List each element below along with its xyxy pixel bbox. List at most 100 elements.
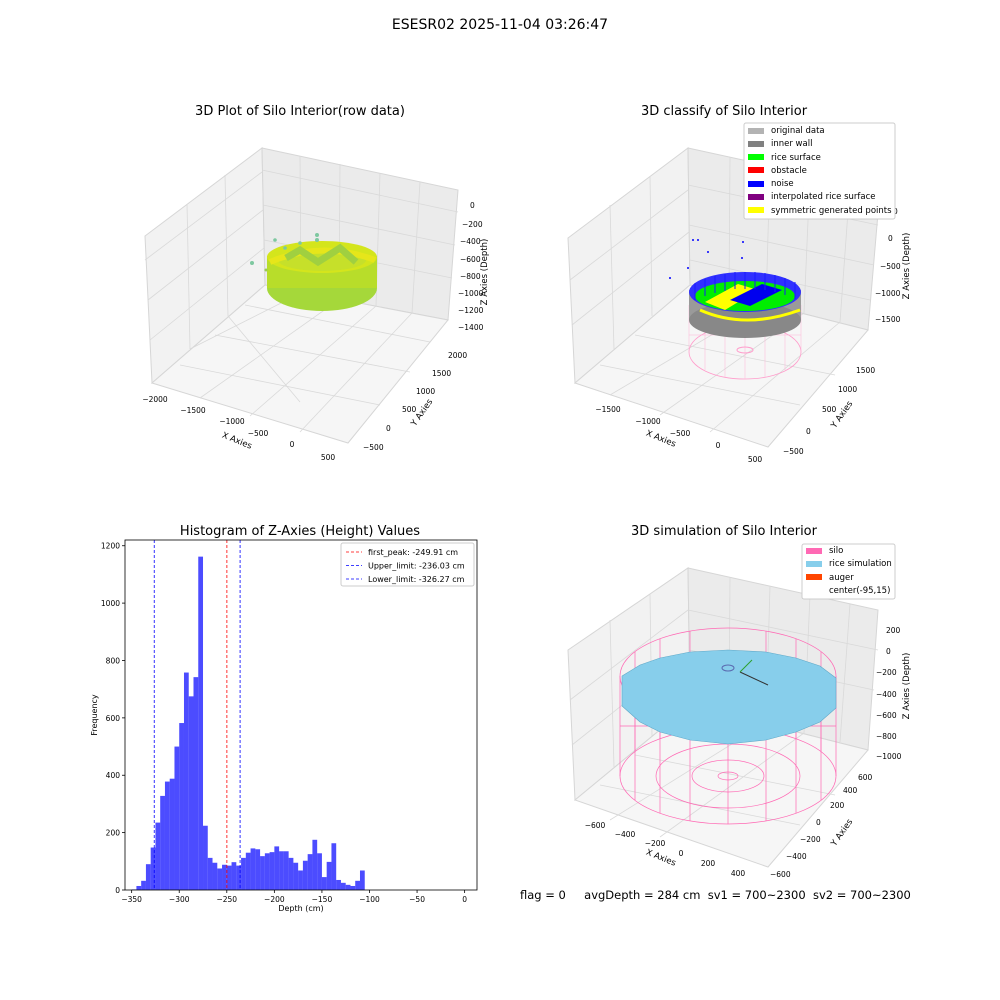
raw-xtick: −500 <box>248 429 269 438</box>
histogram-bar <box>274 846 280 890</box>
classify-legend-items: original data inner wall rice surface obsta… <box>748 125 892 218</box>
histogram-legend: first_peak: -249.91 cm Upper_limit: -236.… <box>340 542 475 587</box>
classify-legend-swatch <box>748 207 764 214</box>
histogram-bar <box>183 672 189 890</box>
raw-xtick: −2000 <box>142 395 168 404</box>
classify-plot-title: 3D classify of Silo Interior <box>640 104 808 119</box>
simulation-xtick: −600 <box>585 821 606 830</box>
histogram-bar <box>288 857 294 890</box>
histogram-bar <box>302 860 308 890</box>
histogram-bar <box>269 852 275 890</box>
histogram-bar <box>260 856 265 890</box>
histogram-bar <box>340 882 346 890</box>
histogram-bar <box>350 885 356 890</box>
simulation-legend-item: rice simulation <box>806 558 892 571</box>
histogram-xtick-label: −350 <box>121 895 142 904</box>
classify-ztick: −1000 <box>875 289 901 298</box>
status-flag: flag = 0 <box>520 888 566 902</box>
simulation-ztick: −600 <box>876 711 897 720</box>
histogram-ylabel: Frequency <box>90 694 99 736</box>
histogram-ytick-label: 1200 <box>101 542 120 551</box>
classify-ytick: 1000 <box>838 385 857 394</box>
histogram-ytick-label: 800 <box>106 656 121 665</box>
figure-title: ESESR02 2025-11-04 03:26:47 <box>391 17 609 33</box>
simulation-xtick: 200 <box>701 859 716 868</box>
classify-legend-swatch <box>748 167 764 174</box>
simulation-legend-swatch <box>806 587 822 594</box>
histogram-bar <box>141 880 146 890</box>
simulation-legend-label: silo <box>829 546 844 556</box>
classify-ytick: 500 <box>822 405 837 414</box>
simulation-legend-items: silo rice simulation auger center(-95,15) <box>806 545 892 598</box>
histogram-bar <box>321 877 327 890</box>
histogram-bar <box>150 847 156 890</box>
simulation-xtick: −200 <box>645 839 666 848</box>
simulation-3d-plot: −600 −400 −200 0 200 400 −600 −400 −200 … <box>567 543 912 879</box>
simulation-ztick: −400 <box>876 690 897 699</box>
simulation-legend-label: center(-95,15) <box>829 585 891 596</box>
raw-ytick: 1000 <box>416 387 435 396</box>
histogram-bar <box>198 556 204 890</box>
histogram-ytick-label: 400 <box>106 771 121 780</box>
classify-legend <box>743 122 896 220</box>
histogram-plot: −350 −300 −250 −200 −150 −100 −50 0 0 200 400 600 8… <box>90 539 478 913</box>
classify-legend-label: obstacle <box>771 165 807 176</box>
simulation-ytick: −600 <box>770 870 791 879</box>
simulation-legend-label: rice simulation <box>829 559 892 570</box>
histogram-xtick-label: −250 <box>216 895 237 904</box>
histogram-xtick-label: −150 <box>312 895 333 904</box>
simulation-ztick: −1000 <box>876 752 902 761</box>
histogram-xlabel: Depth (cm) <box>278 904 323 913</box>
histogram-bar <box>226 865 232 890</box>
raw-xtick: −1000 <box>219 417 245 426</box>
histogram-bar <box>255 849 261 890</box>
classify-legend-swatch <box>748 127 764 134</box>
classify-legend-label: interpolated rice surface <box>771 192 876 203</box>
classify-ylabel: Y Axies <box>829 399 856 431</box>
histogram-bar <box>345 884 351 890</box>
simulation-ztick: −200 <box>876 668 897 677</box>
classify-ztick: −1500 <box>875 315 901 324</box>
histogram-bar <box>293 862 299 890</box>
classify-legend-swatch <box>748 193 764 200</box>
histogram-bar <box>188 696 194 890</box>
simulation-xtick: 0 <box>679 849 684 858</box>
classify-legend-item: rice surface <box>748 152 892 165</box>
histogram-xtick-label: −100 <box>359 895 380 904</box>
classify-legend-item: obstacle <box>748 165 892 178</box>
status-sv2: sv2 = 700~2300 <box>812 888 911 902</box>
raw-ztick: −1400 <box>458 323 484 332</box>
status-sv1: sv1 = 700~2300 <box>707 888 806 902</box>
classify-legend-box <box>743 122 896 220</box>
simulation-xtick: 400 <box>731 869 746 878</box>
simulation-zlabel: Z Axies (Depth) <box>902 653 912 720</box>
histogram-yticks: 0 200 400 600 800 1000 1200 <box>101 542 125 895</box>
classify-ytick: 1500 <box>856 366 875 375</box>
simulation-ytick: 400 <box>843 786 858 795</box>
histogram-xtick-label: −300 <box>169 895 190 904</box>
histogram-bar <box>317 853 322 890</box>
histogram-xtick-label: −200 <box>264 895 285 904</box>
classify-ztick: 0 <box>888 234 893 243</box>
histogram-legend-label: first_peak: -249.91 cm <box>368 548 458 557</box>
histogram-bar <box>245 852 251 890</box>
simulation-legend-swatch <box>806 560 822 567</box>
raw-plot-title: 3D Plot of Silo Interior(row data) <box>195 104 405 119</box>
simulation-ztick: −800 <box>876 732 897 741</box>
simulation-ytick: −400 <box>786 852 807 861</box>
classify-legend-label: noise <box>771 179 794 190</box>
simulation-ylabel: Y Axies <box>829 817 856 849</box>
classify-xtick: −1500 <box>595 405 621 414</box>
simulation-ztick: 200 <box>886 626 901 635</box>
histogram-bar <box>331 843 337 890</box>
raw-xtick: 500 <box>321 453 336 462</box>
simulation-plot-title: 3D simulation of Silo Interior <box>631 524 817 539</box>
histogram-ytick-label: 0 <box>115 886 120 895</box>
raw-ytick: 0 <box>386 424 391 433</box>
histogram-bar <box>207 857 213 890</box>
histogram-frame <box>124 539 478 891</box>
classify-xtick: −500 <box>670 429 691 438</box>
histogram-bar <box>169 778 175 890</box>
classify-legend-item: symmetric generated points <box>748 205 892 218</box>
histogram-bar <box>241 857 246 890</box>
